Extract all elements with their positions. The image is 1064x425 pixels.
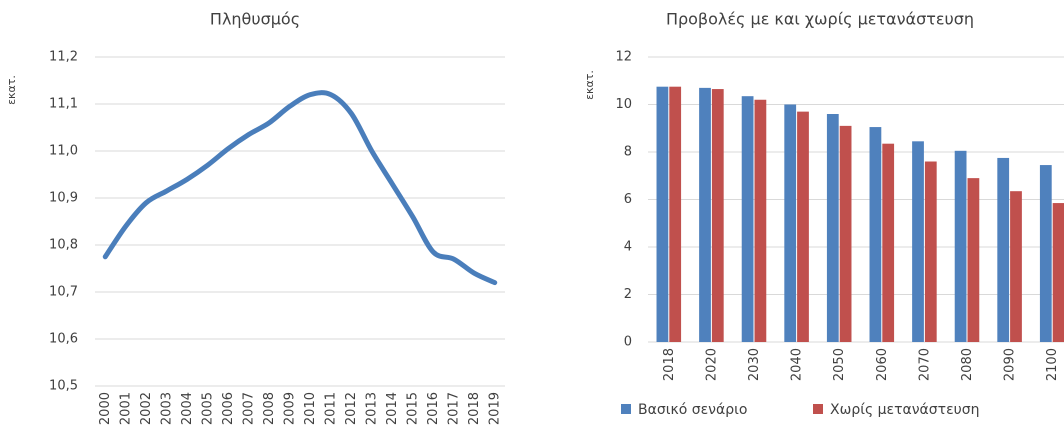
- y-tick-label: 10,5: [49, 379, 78, 394]
- bar: [754, 99, 767, 342]
- x-tick-label: 2002: [139, 392, 154, 425]
- y-tick-label: 11,0: [49, 144, 78, 159]
- bar: [784, 104, 797, 342]
- x-tick-label: 2020: [704, 348, 719, 381]
- bar: [1039, 165, 1052, 342]
- bar: [882, 143, 895, 342]
- x-tick-label: 2070: [917, 348, 932, 381]
- x-tick-label: 2012: [344, 392, 359, 425]
- x-tick-label: 2016: [426, 392, 441, 425]
- chart-title: Πληθυσμός: [210, 10, 300, 29]
- legend-label: Χωρίς μετανάστευση: [830, 402, 980, 418]
- x-tick-label: 2001: [118, 392, 133, 425]
- bar: [997, 157, 1010, 342]
- x-tick-label: 2019: [487, 392, 502, 425]
- legend-swatch: [813, 404, 823, 414]
- x-tick-label: 2014: [385, 392, 400, 425]
- y-tick-label: 4: [624, 240, 632, 255]
- bar: [839, 125, 852, 342]
- bar: [924, 161, 937, 342]
- y-tick-label: 8: [624, 145, 632, 160]
- bar: [656, 86, 669, 342]
- x-tick-label: 2009: [282, 392, 297, 425]
- x-tick-label: 2008: [262, 392, 277, 425]
- x-tick-label: 2015: [405, 392, 420, 425]
- x-tick-label: 2006: [221, 392, 236, 425]
- y-axis-label: εκατ.: [583, 70, 596, 100]
- x-tick-label: 2100: [1045, 348, 1060, 381]
- x-tick-label: 2090: [1003, 348, 1018, 381]
- x-tick-label: 2018: [662, 348, 677, 381]
- x-tick-label: 2040: [790, 348, 805, 381]
- bar: [826, 114, 839, 342]
- x-tick-label: 2004: [180, 392, 195, 425]
- y-tick-label: 11,2: [49, 50, 78, 65]
- x-tick-label: 2018: [467, 392, 482, 425]
- bar: [912, 141, 924, 342]
- legend-swatch: [621, 404, 631, 414]
- y-tick-label: 6: [624, 192, 632, 207]
- x-tick-label: 2050: [832, 348, 847, 381]
- x-tick-label: 2060: [875, 348, 890, 381]
- legend-label: Βασικό σενάριο: [638, 402, 747, 418]
- y-tick-label: 12: [615, 50, 632, 65]
- bar: [1052, 203, 1064, 342]
- x-tick-label: 2017: [446, 392, 461, 425]
- x-tick-label: 2003: [159, 392, 174, 425]
- bar: [699, 87, 711, 342]
- line-series: [102, 90, 498, 286]
- x-tick-label: 2007: [241, 392, 256, 425]
- bar: [967, 178, 980, 342]
- x-tick-label: 2013: [364, 392, 379, 425]
- y-tick-label: 0: [624, 335, 632, 350]
- y-tick-label: 10,9: [49, 191, 78, 206]
- bar: [741, 96, 754, 342]
- x-tick-label: 2010: [303, 392, 318, 425]
- bar: [869, 127, 882, 342]
- y-tick-label: 10,7: [49, 285, 78, 300]
- x-tick-label: 2000: [98, 392, 113, 425]
- y-tick-label: 2: [624, 287, 632, 302]
- y-tick-label: 10: [615, 97, 632, 112]
- y-tick-label: 10,6: [49, 332, 78, 347]
- chart-title: Προβολές με και χωρίς μετανάστευση: [666, 10, 974, 29]
- x-tick-label: 2005: [200, 392, 215, 425]
- y-tick-label: 10,8: [49, 238, 78, 253]
- x-tick-label: 2030: [747, 348, 762, 381]
- bar: [797, 111, 809, 342]
- bar: [669, 86, 682, 342]
- bar: [711, 89, 724, 342]
- y-axis-label: εκατ.: [5, 75, 18, 105]
- x-tick-label: 2080: [960, 348, 975, 381]
- x-tick-label: 2011: [323, 392, 338, 425]
- y-tick-label: 11,1: [49, 97, 78, 112]
- bar: [1010, 191, 1022, 342]
- bar: [954, 150, 967, 342]
